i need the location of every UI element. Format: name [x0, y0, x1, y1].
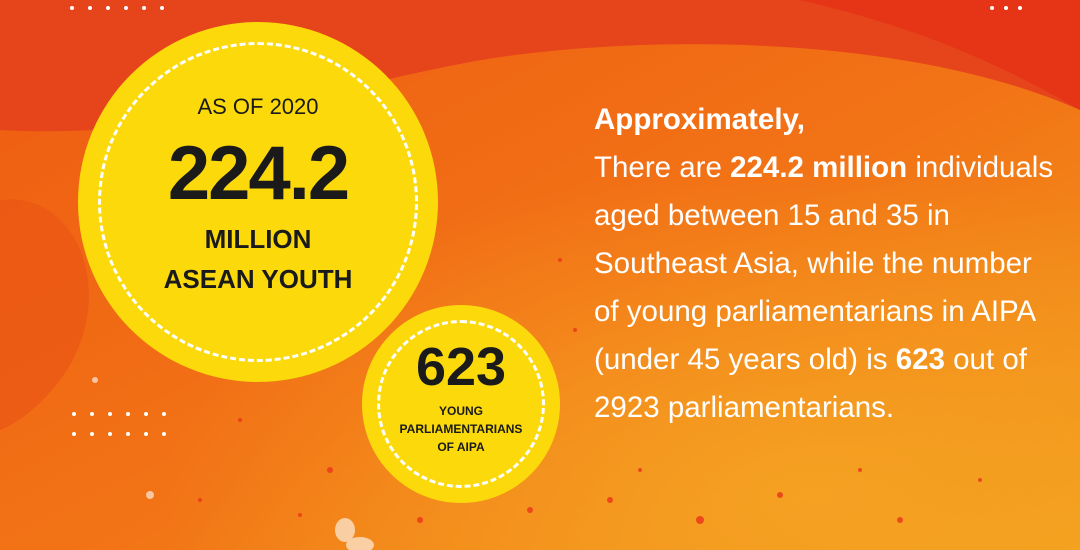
white-splash	[92, 377, 374, 550]
big-stat-unit-line1: MILLION	[204, 224, 312, 254]
description-paragraph: Approximately, There are 224.2 million i…	[594, 96, 1064, 432]
big-stat-value: 224.2	[167, 131, 350, 216]
speckles	[198, 258, 982, 524]
big-stat-unit-line2: ASEAN YOUTH	[163, 264, 353, 294]
small-stat-line3: OF AIPA	[437, 440, 485, 454]
paragraph-bold-youth: 224.2 million	[730, 151, 908, 184]
top-right-red	[800, 0, 1080, 110]
small-stat-value: 623	[415, 337, 507, 397]
paragraph-heading: Approximately,	[594, 103, 805, 136]
paragraph-bold-count: 623	[895, 343, 945, 376]
paragraph-part1: There are	[594, 151, 731, 184]
paragraph-body: There are 224.2 million individuals aged…	[594, 144, 1064, 432]
paragraph-part2: individuals aged between 15 and 35 in So…	[594, 151, 1054, 376]
small-stat-dashed-ring	[377, 320, 545, 488]
paragraph-part3: out of 2923 parliamentarians.	[594, 343, 1027, 424]
dot-grid-top-right	[990, 6, 1032, 10]
big-stat-dashed-ring	[98, 42, 418, 362]
dot-grid-left	[72, 412, 180, 436]
small-stat-line1: YOUNG	[438, 404, 483, 418]
dot-grid-top-left	[70, 6, 178, 10]
big-stat-label: AS OF 2020	[197, 94, 319, 119]
small-stat-line2: PARLIAMENTARIANS	[399, 422, 523, 436]
left-swirl	[0, 199, 89, 430]
